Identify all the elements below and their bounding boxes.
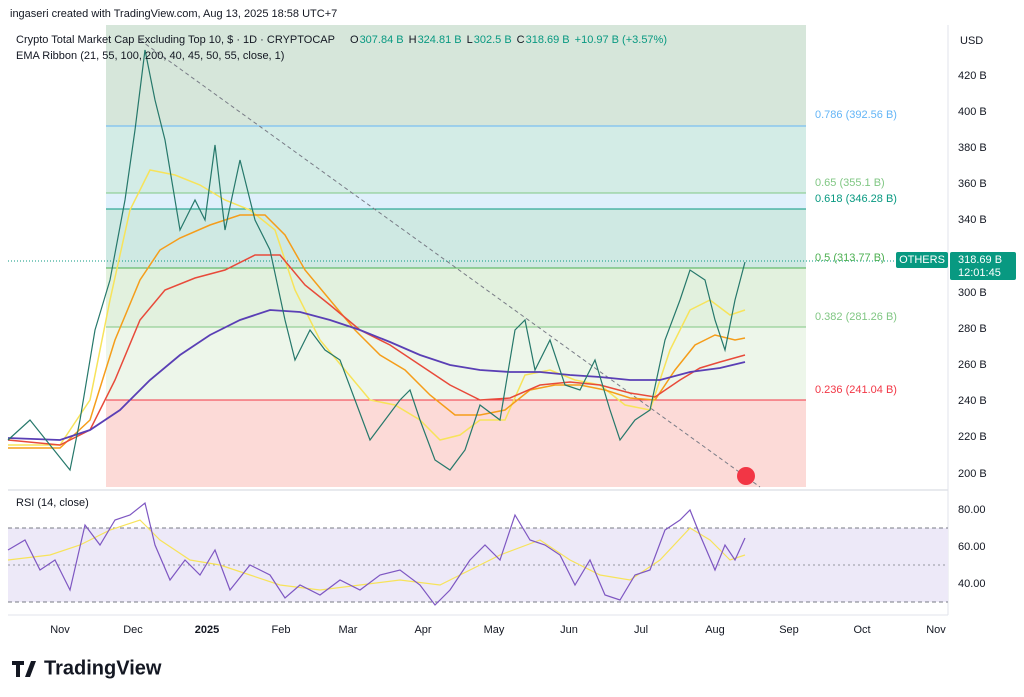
ema-mid bbox=[8, 214, 746, 449]
price-label: 280 B bbox=[958, 323, 987, 335]
time-label: Apr bbox=[414, 624, 431, 636]
price-label: 220 B bbox=[958, 431, 987, 443]
price-label: 380 B bbox=[958, 142, 987, 154]
ohlc-key: L bbox=[467, 34, 473, 46]
fib-label: 0.786 (392.56 B) bbox=[815, 109, 897, 121]
rsi-axis: 80.00 60.00 40.00 bbox=[958, 504, 986, 590]
ohlc-key: O bbox=[350, 34, 359, 46]
time-label: Nov bbox=[50, 624, 70, 636]
time-label: Sep bbox=[779, 624, 799, 636]
price-label: 360 B bbox=[958, 178, 987, 190]
time-label: 2025 bbox=[195, 624, 219, 636]
fib-label: 0.65 (355.1 B) bbox=[815, 177, 885, 189]
price-label: 300 B bbox=[958, 287, 987, 299]
time-label: Mar bbox=[339, 624, 358, 636]
price-tag-text: 318.69 B bbox=[958, 254, 1002, 266]
rsi-line bbox=[7, 501, 746, 606]
time-axis: Nov Dec 2025 Feb Mar Apr May Jun Jul Aug Sep Oct Nov bbox=[50, 624, 946, 636]
fib-label: 0.236 (241.04 B) bbox=[815, 384, 897, 396]
symbol: Crypto Total Market Cap Excluding Top 10… bbox=[16, 34, 335, 46]
rsi-label: 40.00 bbox=[958, 578, 986, 590]
symbol-tag bbox=[896, 252, 948, 268]
ohlc-value: 318.69 B bbox=[526, 34, 570, 46]
price-label: 400 B bbox=[958, 106, 987, 118]
rsi-title: RSI (14, close) bbox=[16, 497, 89, 509]
price-axis: 420 B 400 B 380 B 360 B 340 B 300 B 280 B 260 B… bbox=[958, 70, 987, 480]
logo: TradingView bbox=[12, 657, 162, 679]
attribution: ingaseri created with TradingView.com, A… bbox=[10, 8, 337, 20]
countdown: 12:01:45 bbox=[958, 267, 1001, 279]
trend-line bbox=[139, 39, 761, 488]
event-icon[interactable] bbox=[737, 467, 755, 485]
ohlc-value: 307.84 B bbox=[360, 34, 404, 46]
symbol-tag-text: OTHERS bbox=[899, 254, 945, 266]
price-label: 240 B bbox=[958, 395, 987, 407]
ema-slow bbox=[7, 254, 746, 446]
ohlc-change: +10.97 B (+3.57%) bbox=[575, 34, 667, 46]
price-tag bbox=[950, 252, 1016, 280]
time-label: Oct bbox=[853, 624, 870, 636]
fib-label: 0.5 (313.77 B) bbox=[815, 252, 885, 264]
time-label: Dec bbox=[123, 624, 143, 636]
time-label: Jun bbox=[560, 624, 578, 636]
price-label: 200 B bbox=[958, 468, 987, 480]
time-label: May bbox=[484, 624, 505, 636]
fib-labels: 0.786 (392.56 B) 0.65 (355.1 B) 0.618 (346… bbox=[815, 109, 897, 396]
time-label: Feb bbox=[272, 624, 291, 636]
price-label: 340 B bbox=[958, 214, 987, 226]
fib-label: 0.382 (281.26 B) bbox=[815, 311, 897, 323]
logo-text: TradingView bbox=[44, 657, 162, 679]
price-label: 260 B bbox=[958, 359, 987, 371]
ohlc-value: 302.5 B bbox=[474, 34, 512, 46]
rsi-label: 80.00 bbox=[958, 504, 986, 516]
time-label: Aug bbox=[705, 624, 725, 636]
price-label: 420 B bbox=[958, 70, 987, 82]
ohlc-key: C bbox=[517, 34, 525, 46]
fib-label: 0.618 (346.28 B) bbox=[815, 193, 897, 205]
ema-long bbox=[7, 309, 746, 441]
ohlc: O 307.84 B H 324.81 B L 302.5 B C 318.69 B +10.9… bbox=[350, 34, 667, 46]
ohlc-key: H bbox=[409, 34, 417, 46]
fib-zones bbox=[106, 25, 806, 487]
time-label: Nov bbox=[926, 624, 946, 636]
currency[interactable]: USD bbox=[960, 35, 983, 47]
ohlc-value: 324.81 B bbox=[418, 34, 462, 46]
time-label: Jul bbox=[634, 624, 648, 636]
price-line bbox=[7, 49, 746, 472]
rsi-ma bbox=[7, 519, 746, 591]
indicator: EMA Ribbon (21, 55, 100, 200, 40, 45, 50… bbox=[16, 50, 284, 62]
rsi-label: 60.00 bbox=[958, 541, 986, 553]
ema-fast bbox=[8, 169, 746, 446]
